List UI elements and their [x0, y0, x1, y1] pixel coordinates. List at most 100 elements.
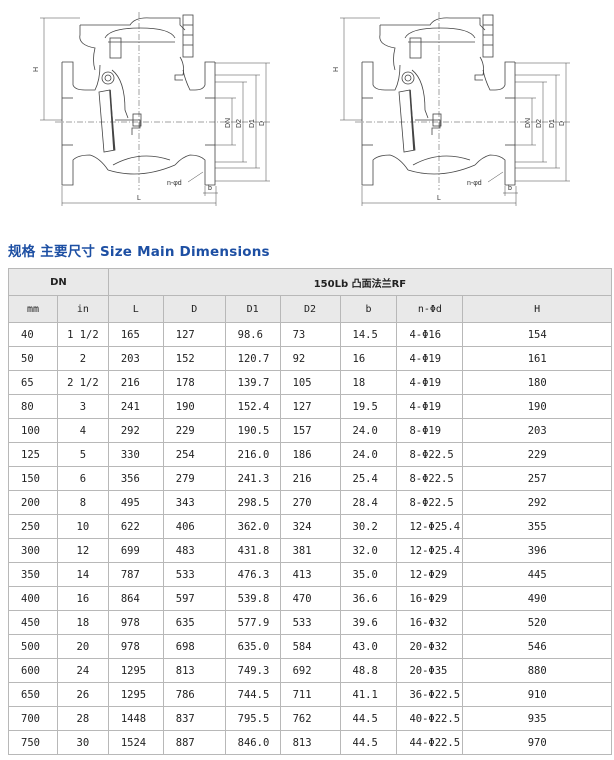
- table-row: 100 4 292 229 190.5 157 24.0 8-Φ19 203: [8, 418, 612, 443]
- table-cell-b: 28.4: [339, 490, 398, 515]
- dim-label-dn: DN: [525, 118, 532, 128]
- table-row: 40 1 1/2 165 127 98.6 73 14.5 4-Φ16 154: [8, 322, 612, 347]
- table-cell-d2: 186: [279, 442, 341, 467]
- table-cell-nd: 8-Φ19: [396, 418, 464, 443]
- table-cell-in: 16: [56, 586, 109, 611]
- table-cell-d: 597: [162, 586, 226, 611]
- table-cell-in: 2: [56, 346, 109, 371]
- dim-label-h: H: [333, 67, 340, 72]
- dim-label-hole: n-φd: [167, 180, 182, 187]
- table-cell-h: 190: [462, 394, 612, 419]
- table-cell-nd: 12-Φ29: [396, 562, 464, 587]
- table-cell-l: 241: [107, 394, 164, 419]
- dim-label-l: L: [137, 195, 141, 202]
- table-cell-d2: 92: [279, 346, 341, 371]
- header-150lb-rf: 150Lb 凸面法兰RF: [107, 268, 613, 296]
- table-cell-d1: 298.5: [224, 490, 281, 515]
- table-cell-in: 4: [56, 418, 109, 443]
- header-dn: DN: [8, 268, 109, 296]
- table-cell-in: 1 1/2: [56, 322, 109, 347]
- table-row: 125 5 330 254 216.0 186 24.0 8-Φ22.5 229: [8, 442, 612, 467]
- dimensions-table: DN 150Lb 凸面法兰RF mm in L D D1 D2 b n-Φd H 40 1 1/2…: [8, 268, 613, 755]
- dim-label-d2: D2: [536, 119, 543, 128]
- table-cell-d2: 584: [279, 634, 341, 659]
- table-cell-mm: 450: [8, 610, 58, 635]
- table-cell-mm: 65: [8, 370, 58, 395]
- table-cell-l: 165: [107, 322, 164, 347]
- table-row: 400 16 864 597 539.8 470 36.6 16-Φ29 490: [8, 586, 612, 611]
- table-cell-mm: 300: [8, 538, 58, 563]
- swing-check-valve-drawing: H DN D2 D1 D n-φd b L: [33, 12, 270, 206]
- table-cell-nd: 12-Φ25.4: [396, 514, 464, 539]
- table-cell-b: 41.1: [339, 682, 398, 707]
- table-cell-mm: 80: [8, 394, 58, 419]
- table-row: 50 2 203 152 120.7 92 16 4-Φ19 161: [8, 346, 612, 371]
- dim-label-b: b: [508, 185, 512, 192]
- column-header-7: n-Φd: [396, 295, 464, 323]
- dim-label-d1: D1: [549, 119, 556, 128]
- table-cell-d1: 431.8: [224, 538, 281, 563]
- table-cell-d: 533: [162, 562, 226, 587]
- table-cell-d1: 744.5: [224, 682, 281, 707]
- table-cell-d2: 413: [279, 562, 341, 587]
- table-cell-nd: 20-Φ35: [396, 658, 464, 683]
- table-row: 300 12 699 483 431.8 381 32.0 12-Φ25.4 396: [8, 538, 612, 563]
- table-cell-d2: 762: [279, 706, 341, 731]
- column-header-0: mm: [8, 295, 58, 323]
- table-cell-d2: 533: [279, 610, 341, 635]
- table-cell-l: 356: [107, 466, 164, 491]
- table-cell-in: 26: [56, 682, 109, 707]
- table-cell-mm: 650: [8, 682, 58, 707]
- table-cell-d: 813: [162, 658, 226, 683]
- table-row: 500 20 978 698 635.0 584 43.0 20-Φ32 546: [8, 634, 612, 659]
- table-cell-h: 520: [462, 610, 612, 635]
- table-cell-mm: 500: [8, 634, 58, 659]
- table-cell-nd: 4-Φ19: [396, 370, 464, 395]
- table-cell-h: 910: [462, 682, 612, 707]
- dim-label-d2: D2: [236, 119, 243, 128]
- table-cell-l: 978: [107, 634, 164, 659]
- table-cell-l: 292: [107, 418, 164, 443]
- table-cell-nd: 16-Φ32: [396, 610, 464, 635]
- table-cell-d2: 127: [279, 394, 341, 419]
- table-cell-d1: 795.5: [224, 706, 281, 731]
- table-cell-l: 864: [107, 586, 164, 611]
- table-cell-d: 279: [162, 466, 226, 491]
- table-cell-mm: 50: [8, 346, 58, 371]
- dim-label-b: b: [208, 185, 212, 192]
- table-cell-h: 935: [462, 706, 612, 731]
- table-row: 700 28 1448 837 795.5 762 44.5 40-Φ22.5 935: [8, 706, 612, 731]
- table-cell-b: 14.5: [339, 322, 398, 347]
- table-cell-l: 1524: [107, 730, 164, 755]
- table-cell-l: 787: [107, 562, 164, 587]
- table-cell-b: 39.6: [339, 610, 398, 635]
- table-row: 650 26 1295 786 744.5 711 41.1 36-Φ22.5 910: [8, 682, 612, 707]
- table-cell-d2: 692: [279, 658, 341, 683]
- table-cell-d2: 324: [279, 514, 341, 539]
- table-cell-d2: 270: [279, 490, 341, 515]
- column-header-1: in: [56, 295, 109, 323]
- table-cell-d: 837: [162, 706, 226, 731]
- table-cell-mm: 750: [8, 730, 58, 755]
- table-cell-d2: 216: [279, 466, 341, 491]
- table-cell-d1: 476.3: [224, 562, 281, 587]
- table-cell-nd: 4-Φ19: [396, 394, 464, 419]
- table-cell-h: 180: [462, 370, 612, 395]
- table-cell-l: 203: [107, 346, 164, 371]
- table-cell-d1: 362.0: [224, 514, 281, 539]
- table-cell-in: 12: [56, 538, 109, 563]
- table-cell-mm: 600: [8, 658, 58, 683]
- table-cell-h: 546: [462, 634, 612, 659]
- table-cell-nd: 44-Φ22.5: [396, 730, 464, 755]
- table-cell-d1: 216.0: [224, 442, 281, 467]
- column-header-3: D: [162, 295, 226, 323]
- table-cell-mm: 200: [8, 490, 58, 515]
- table-cell-nd: 12-Φ25.4: [396, 538, 464, 563]
- table-cell-d1: 139.7: [224, 370, 281, 395]
- table-cell-d: 229: [162, 418, 226, 443]
- table-cell-d1: 120.7: [224, 346, 281, 371]
- swing-check-valve-drawing-2: H DN D2 D1 D n-φd b L: [333, 12, 570, 206]
- column-header-2: L: [107, 295, 164, 323]
- table-cell-d1: 241.3: [224, 466, 281, 491]
- table-cell-b: 32.0: [339, 538, 398, 563]
